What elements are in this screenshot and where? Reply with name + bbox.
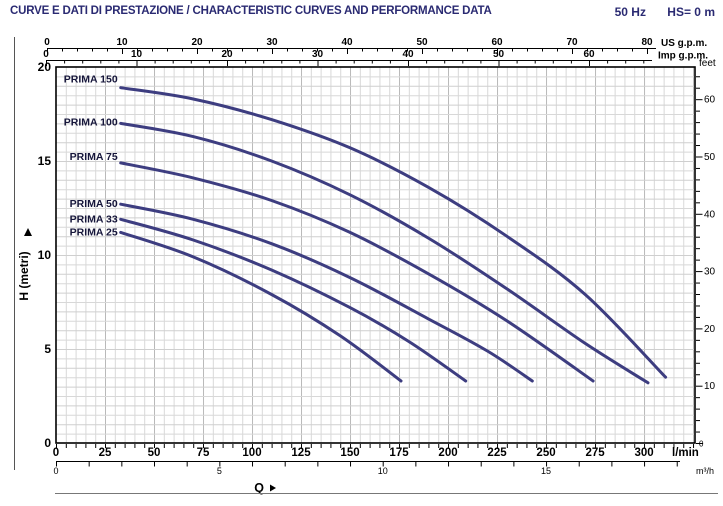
usgpm-tick-label: 40 [341,37,353,48]
m3h-tick-label: 5 [217,466,222,476]
feet-axis-title: feet [699,58,716,69]
h-tick-label: 5 [44,342,51,356]
lmin-tick-label: 175 [389,447,409,459]
feet-tick-label: 10 [704,381,716,392]
curve-prima-50 [119,202,534,383]
feet-tick-label: 50 [704,152,716,163]
lmin-tick-label: 125 [291,447,311,459]
curve-label-prima-25: PRIMA 25 [70,226,118,238]
header-conditions: 50 Hz HS= 0 m [597,5,715,19]
lmin-tick-label: 200 [438,447,457,459]
lmin-tick-label: 25 [99,447,112,459]
usgpm-tick-label: 60 [491,37,503,48]
impgpm-tick-label: 50 [493,49,505,60]
curve-label-prima-50: PRIMA 50 [70,198,118,210]
feet-tick-label: 60 [704,95,716,106]
impgpm-tick-label: 40 [402,49,414,60]
usgpm-tick-label: 30 [266,37,278,48]
impgpm-tick-label: 20 [221,49,233,60]
lmin-tick-label: 300 [634,447,653,459]
curve-prima-33 [119,217,468,383]
h-axis-up-arrow-icon [24,228,32,236]
curve-label-prima-75: PRIMA 75 [70,151,118,163]
lmin-tick-label: 225 [487,447,507,459]
h-axis-title: H (metri) [17,251,31,300]
curve-prima-150 [119,86,668,379]
usgpm-tick-label: 80 [641,37,653,48]
feet-zero-label: 0 [699,440,704,449]
curve-prima-75 [119,161,595,383]
lmin-tick-label: 0 [53,447,59,459]
page-title: CURVE E DATI DI PRESTAZIONE / CHARACTERI… [10,5,492,17]
plot-border [55,66,696,444]
m3h-tick-label: 10 [378,466,388,476]
usgpm-tick-label: 20 [191,37,203,48]
curve-prima-25 [119,230,403,383]
impgpm-tick-label: 30 [312,49,324,60]
m3h-tick-label: 0 [53,466,58,476]
h-tick-label: 20 [38,60,52,74]
lmin-tick-label: 150 [340,447,359,459]
curve-prima-100 [119,121,650,385]
feet-tick-label: 40 [704,209,716,220]
usgpm-tick-label: 50 [416,37,428,48]
m3h-tick-label: 15 [541,466,551,476]
feet-tick-label: 30 [704,267,716,278]
usgpm-tick-label: 0 [44,37,50,48]
h-tick-label: 10 [38,248,52,262]
lmin-tick-label: 50 [148,447,161,459]
impgpm-tick-label: 60 [583,49,595,60]
lmin-tick-label: 275 [585,447,605,459]
h-tick-label: 0 [44,436,51,450]
usgpm-unit-label: US g.p.m. [661,38,707,49]
lmin-tick-label: 75 [197,447,210,459]
q-axis-right-arrow-icon [270,484,276,492]
impgpm-tick-label: 0 [43,49,49,60]
usgpm-tick-label: 70 [566,37,578,48]
suction-head-value: HS= 0 m [667,5,715,19]
lmin-tick-label: 250 [536,447,555,459]
header: CURVE E DATI DI PRESTAZIONE / CHARACTERI… [0,0,723,24]
curve-label-prima-150: PRIMA 150 [64,74,118,86]
frequency-value: 50 Hz [614,5,646,19]
curve-label-prima-100: PRIMA 100 [64,116,118,128]
impgpm-unit-label: Imp g.p.m. [658,51,708,62]
h-tick-label: 15 [38,154,52,168]
m3h-unit-label: m³/h [696,466,714,476]
lmin-unit-label: l/min [672,447,699,459]
lmin-tick-label: 100 [242,447,261,459]
usgpm-tick-label: 10 [116,37,128,48]
q-axis-title: Q [254,481,264,495]
impgpm-tick-label: 10 [131,49,143,60]
curve-label-prima-33: PRIMA 33 [70,213,118,225]
feet-tick-label: 20 [704,324,716,335]
